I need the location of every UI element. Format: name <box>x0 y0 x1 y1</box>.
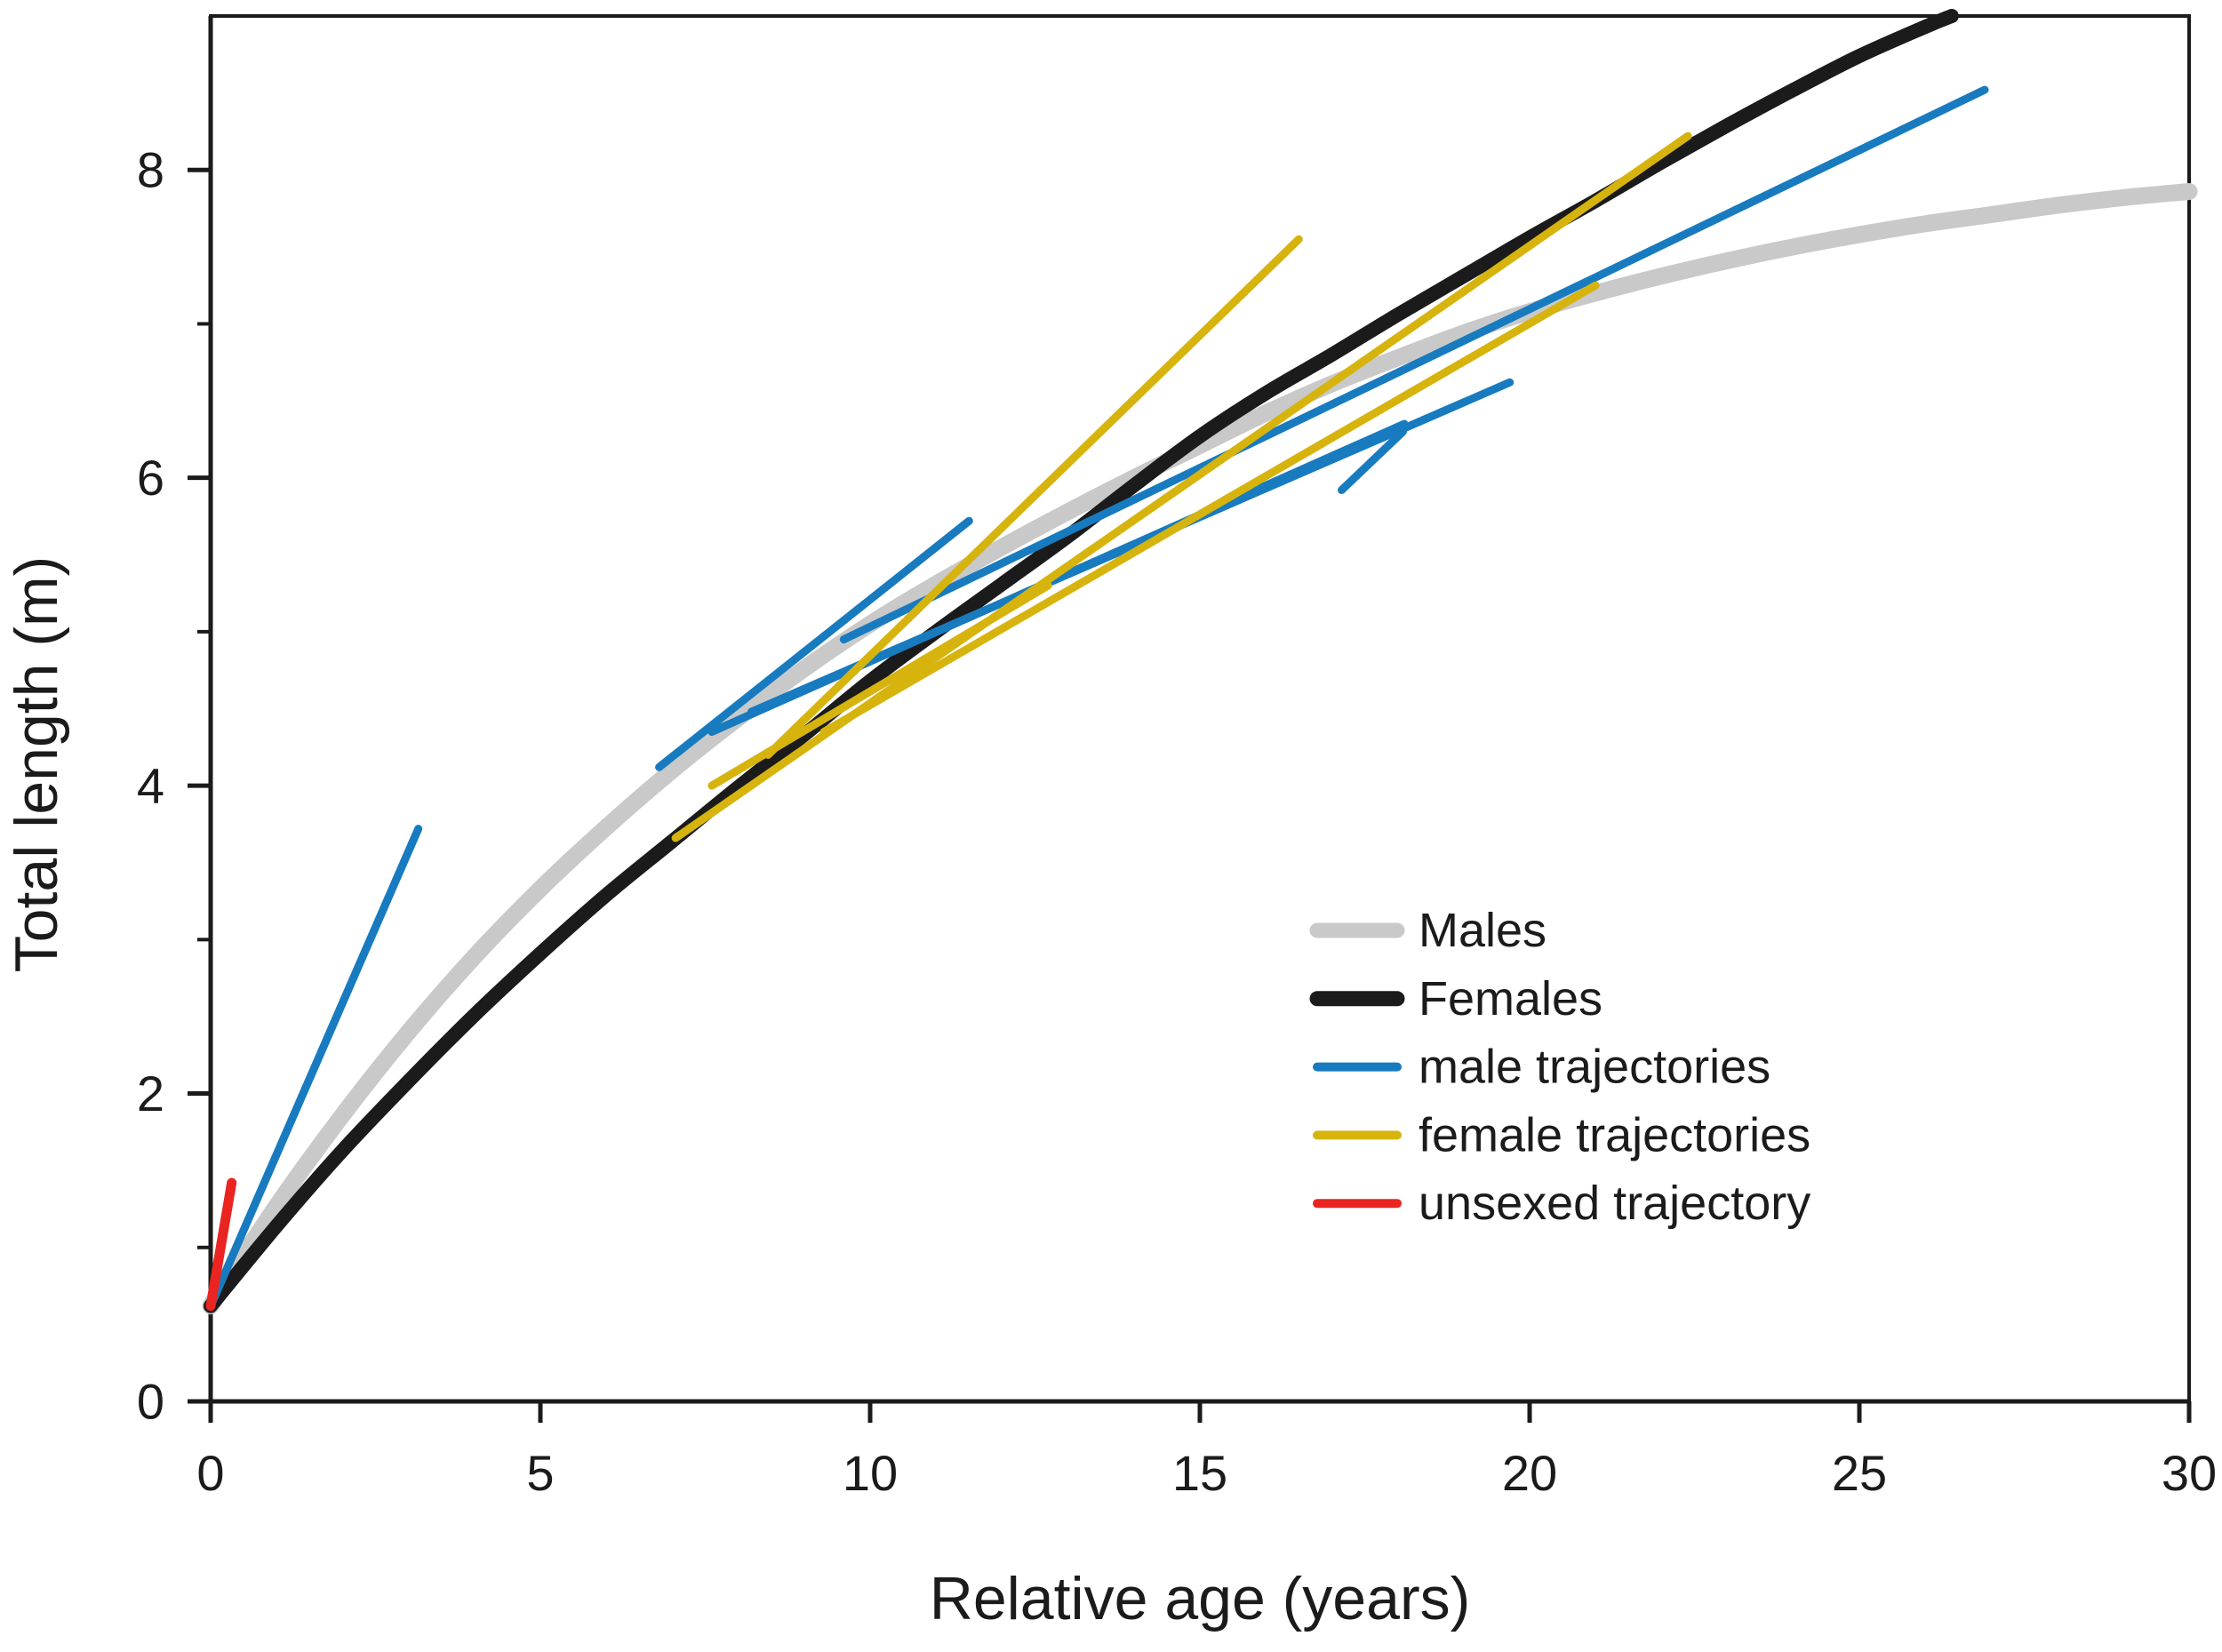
males-curve <box>202 183 2198 1315</box>
female-trajectories-3 <box>819 281 1600 736</box>
male-trajectories-6 <box>839 85 1989 644</box>
male-trajectories-4 <box>1338 427 1407 494</box>
legend-label-unsexed-trajectory: unsexed trajectory <box>1419 1177 1810 1230</box>
y-tick-label: 4 <box>137 758 164 814</box>
y-axis-title: Total length (m) <box>3 556 70 973</box>
x-tick-label: 0 <box>196 1445 224 1501</box>
y-tick-label: 8 <box>137 142 164 198</box>
female-trajectories-2 <box>763 235 1303 759</box>
y-tick-label: 6 <box>137 450 164 506</box>
legend-label-male-trajectories: male trajectories <box>1419 1041 1770 1094</box>
legend-label-females: Females <box>1419 972 1603 1026</box>
legend-label-female-trajectories: female trajectories <box>1419 1108 1810 1161</box>
legend: Males Females male trajectories female traj… <box>1309 904 1810 1230</box>
unsexed-trajectory-1 <box>205 1177 237 1312</box>
x-tick-label: 15 <box>1172 1445 1227 1501</box>
male-trajectories-2 <box>655 516 973 771</box>
male-trajectories-5 <box>747 378 1515 716</box>
x-axis-title: Relative age (years) <box>930 1565 1470 1632</box>
female-trajectories-4 <box>707 581 1052 790</box>
y-tick-label: 0 <box>137 1374 164 1430</box>
x-tick-label: 10 <box>843 1445 898 1501</box>
x-tick-label: 20 <box>1502 1445 1557 1501</box>
legend-label-males: Males <box>1419 904 1547 957</box>
male-trajectories-1 <box>206 825 423 1311</box>
y-tick-label: 2 <box>137 1065 164 1121</box>
x-tick-label: 30 <box>2162 1445 2217 1501</box>
x-tick-label: 5 <box>526 1445 554 1501</box>
x-tick-label: 25 <box>1832 1445 1887 1501</box>
